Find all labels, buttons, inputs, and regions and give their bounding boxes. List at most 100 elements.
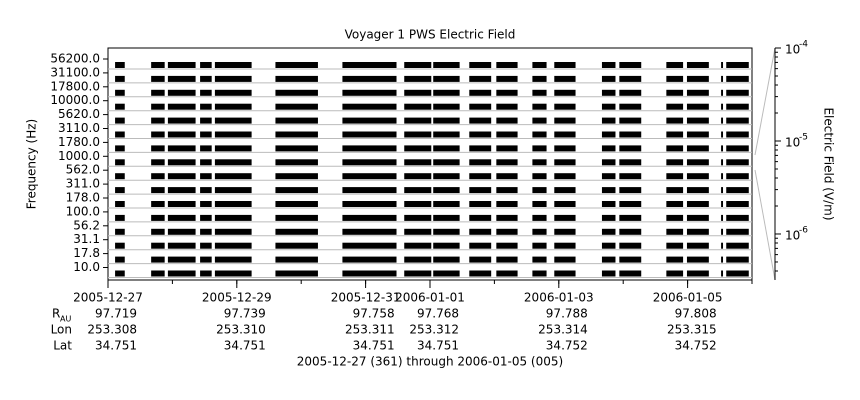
ephemeris-value: 253.315 (667, 323, 717, 337)
channel-segment (433, 75, 460, 82)
y-axis-label: Frequency (Hz) (25, 119, 39, 210)
connector (754, 47, 776, 156)
channel-segment (601, 242, 616, 249)
channel-segment (721, 187, 724, 194)
channel-segment (721, 228, 724, 235)
channel-segment (619, 131, 642, 138)
channel-segment (404, 131, 432, 138)
channel-segment (666, 103, 684, 110)
channel-segment (433, 256, 460, 263)
channel-segment (532, 270, 547, 277)
channel-segment (721, 214, 724, 221)
channel-segment (726, 187, 749, 194)
x-axis-label: 2005-12-27 (361) through 2006-01-05 (005… (297, 355, 563, 369)
channel-segment (200, 75, 212, 82)
channel-segment (214, 145, 252, 152)
channel-segment (433, 131, 460, 138)
channel-segment (619, 256, 642, 263)
channel-segment (342, 187, 397, 194)
channel-segment (151, 187, 165, 194)
channel-segment (601, 214, 616, 221)
channel-segment (686, 117, 709, 124)
channel-segment (115, 89, 125, 96)
channel-segment (496, 228, 518, 235)
channel-segment (686, 103, 709, 110)
channel-segment (167, 89, 196, 96)
channel-segment (214, 103, 252, 110)
channel-segment (686, 173, 709, 180)
channel-segment (666, 145, 684, 152)
channel-segment (275, 214, 318, 221)
ephemeris-value: 34.751 (95, 339, 137, 353)
channel-segment (200, 214, 212, 221)
channel-segment (275, 103, 318, 110)
channel-segment (554, 242, 576, 249)
channel-segment (342, 270, 397, 277)
channel-segment (686, 145, 709, 152)
chart-title: Voyager 1 PWS Electric Field (345, 28, 516, 42)
channel-segment (619, 103, 642, 110)
channel-segment (404, 187, 432, 194)
channel-segment (721, 270, 724, 277)
channel-segment (496, 242, 518, 249)
channel-segment (200, 145, 212, 152)
x-tick-label: 2005-12-31 (331, 291, 401, 305)
channel-segment (469, 103, 492, 110)
channel-segment (601, 256, 616, 263)
channel-segment (115, 201, 125, 207)
channel-segment (619, 173, 642, 180)
channel-segment (275, 89, 318, 96)
channel-segment (554, 228, 576, 235)
channel-segment (151, 201, 165, 207)
channel-segment (496, 117, 518, 124)
channel-segment (214, 256, 252, 263)
channel-segment (275, 62, 318, 68)
channel-segment (554, 103, 576, 110)
channel-segment (151, 256, 165, 263)
y-tick-label: 311.0 (66, 177, 100, 191)
channel-segment (151, 242, 165, 249)
channel-segment (686, 270, 709, 277)
channel-segment (214, 201, 252, 207)
y2-tick-label: 10 (785, 135, 800, 149)
channel-segment (601, 62, 616, 68)
channel-segment (433, 145, 460, 152)
channel-segment (721, 145, 724, 152)
y2-tick-label: 10 (785, 228, 800, 242)
channel-segment (404, 75, 432, 82)
y-tick-label: 5620.0 (58, 107, 100, 121)
channel-segment (200, 89, 212, 96)
channel-segment (115, 270, 125, 277)
channel-segment (469, 270, 492, 277)
channel-segment (726, 117, 749, 124)
channel-segment (151, 228, 165, 235)
channel-segment (214, 242, 252, 249)
channel-segment (151, 75, 165, 82)
channel-segment (619, 228, 642, 235)
channel-segment (167, 75, 196, 82)
y-tick-label: 10.0 (73, 260, 100, 274)
channel-segment (601, 173, 616, 180)
channel-segment (167, 117, 196, 124)
channel-segment (342, 75, 397, 82)
y-tick-label: 31100.0 (50, 65, 100, 79)
channel-segment (666, 201, 684, 207)
channel-segment (167, 201, 196, 207)
ephemeris-value: 97.788 (546, 307, 588, 321)
channel-segment (721, 173, 724, 180)
channel-segment (200, 117, 212, 124)
channel-segment (275, 256, 318, 263)
channel-segment (342, 117, 397, 124)
channel-segment (726, 103, 749, 110)
y2-tick-exponent: -5 (799, 132, 808, 142)
channel-segment (115, 256, 125, 263)
channel-segment (115, 62, 125, 68)
channel-segment (666, 117, 684, 124)
ephemeris-value: 253.308 (87, 323, 137, 337)
x-tick-label: 2005-12-29 (202, 291, 272, 305)
channel-segment (532, 103, 547, 110)
channel-segment (433, 242, 460, 249)
channel-segment (115, 228, 125, 235)
channel-segment (200, 256, 212, 263)
